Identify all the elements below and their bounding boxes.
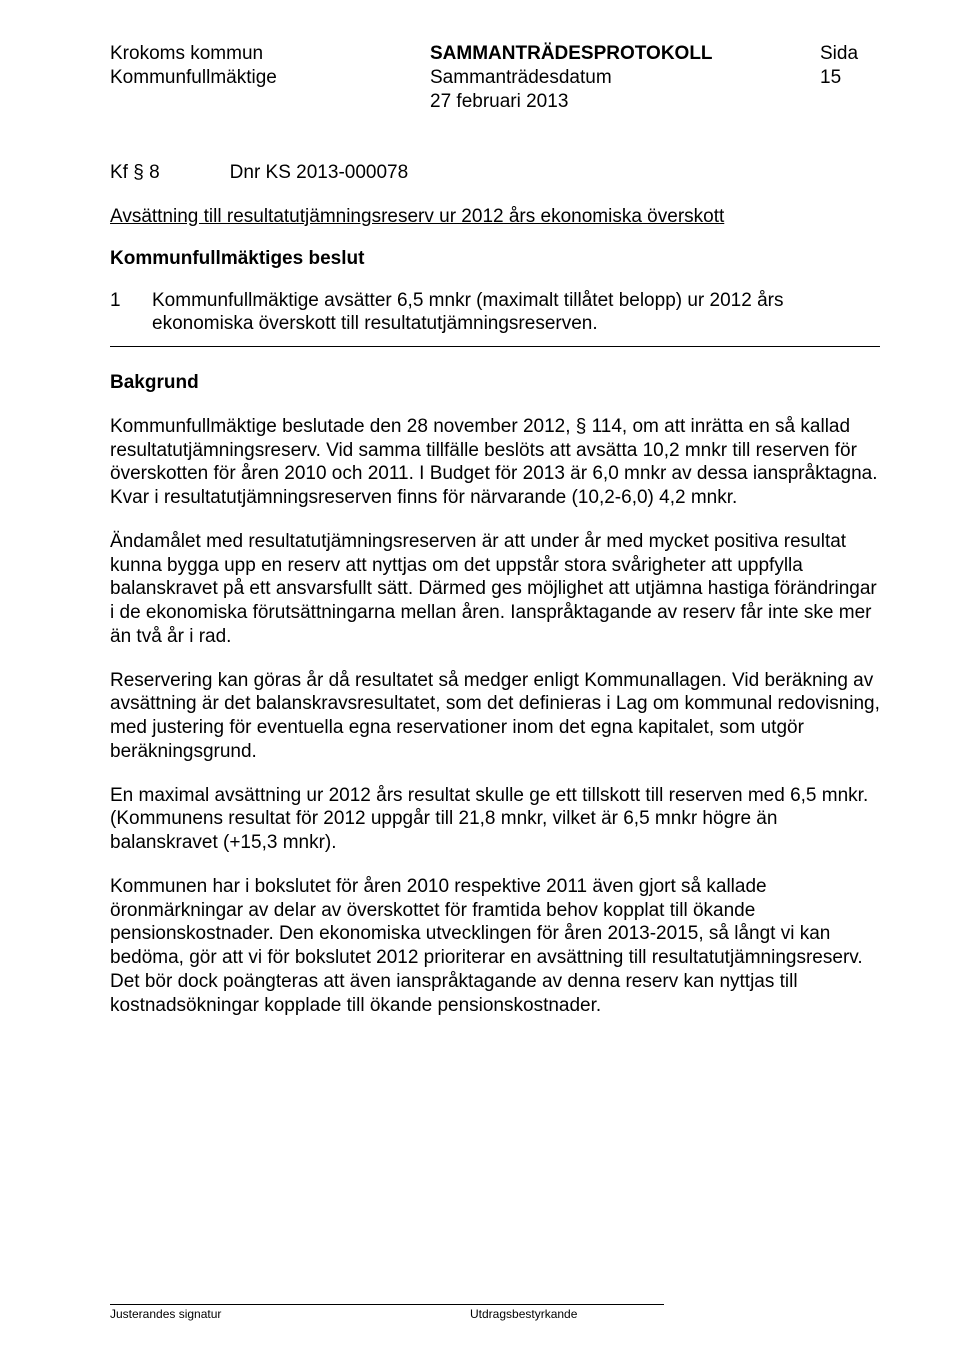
org-name: Krokoms kommun xyxy=(110,42,430,66)
page-number: 15 xyxy=(820,66,880,90)
decision-item: 1 Kommunfullmäktige avsätter 6,5 mnkr (m… xyxy=(110,289,880,337)
divider-line xyxy=(110,346,880,347)
footer-cert-label: Utdragsbestyrkande xyxy=(470,1307,880,1322)
background-heading: Bakgrund xyxy=(110,371,880,395)
background-para-1: Kommunfullmäktige beslutade den 28 novem… xyxy=(110,415,880,510)
page-label: Sida xyxy=(820,42,880,66)
item-ref: Kf § 8 xyxy=(110,161,160,185)
header-right: Sida 15 xyxy=(820,42,880,113)
decision-heading: Kommunfullmäktiges beslut xyxy=(110,247,880,271)
page: Krokoms kommun Kommunfullmäktige SAMMANT… xyxy=(0,0,960,1352)
body-name: Kommunfullmäktige xyxy=(110,66,430,90)
header-left: Krokoms kommun Kommunfullmäktige xyxy=(110,42,430,113)
document-footer: Justerandes signatur Utdragsbestyrkande xyxy=(110,1304,880,1322)
date-value: 27 februari 2013 xyxy=(430,90,820,114)
background-para-4: En maximal avsättning ur 2012 års result… xyxy=(110,784,880,855)
background-para-3: Reservering kan göras år då resultatet s… xyxy=(110,669,880,764)
header-center: SAMMANTRÄDESPROTOKOLL Sammanträdesdatum … xyxy=(430,42,820,113)
footer-rule xyxy=(110,1304,664,1305)
doc-type: SAMMANTRÄDESPROTOKOLL xyxy=(430,42,820,66)
item-title-line: Kf § 8 Dnr KS 2013-000078 xyxy=(110,161,880,185)
subject-line: Avsättning till resultatutjämningsreserv… xyxy=(110,205,880,229)
background-para-2: Ändamålet med resultatutjämningsreserven… xyxy=(110,530,880,649)
footer-sign-label: Justerandes signatur xyxy=(110,1307,470,1322)
decision-text: Kommunfullmäktige avsätter 6,5 mnkr (max… xyxy=(152,289,880,337)
date-label: Sammanträdesdatum xyxy=(430,66,820,90)
background-para-5: Kommunen har i bokslutet för åren 2010 r… xyxy=(110,875,880,1018)
footer-row: Justerandes signatur Utdragsbestyrkande xyxy=(110,1307,880,1322)
decision-number: 1 xyxy=(110,289,124,337)
document-header: Krokoms kommun Kommunfullmäktige SAMMANT… xyxy=(110,42,880,113)
diary-number: Dnr KS 2013-000078 xyxy=(230,161,409,185)
